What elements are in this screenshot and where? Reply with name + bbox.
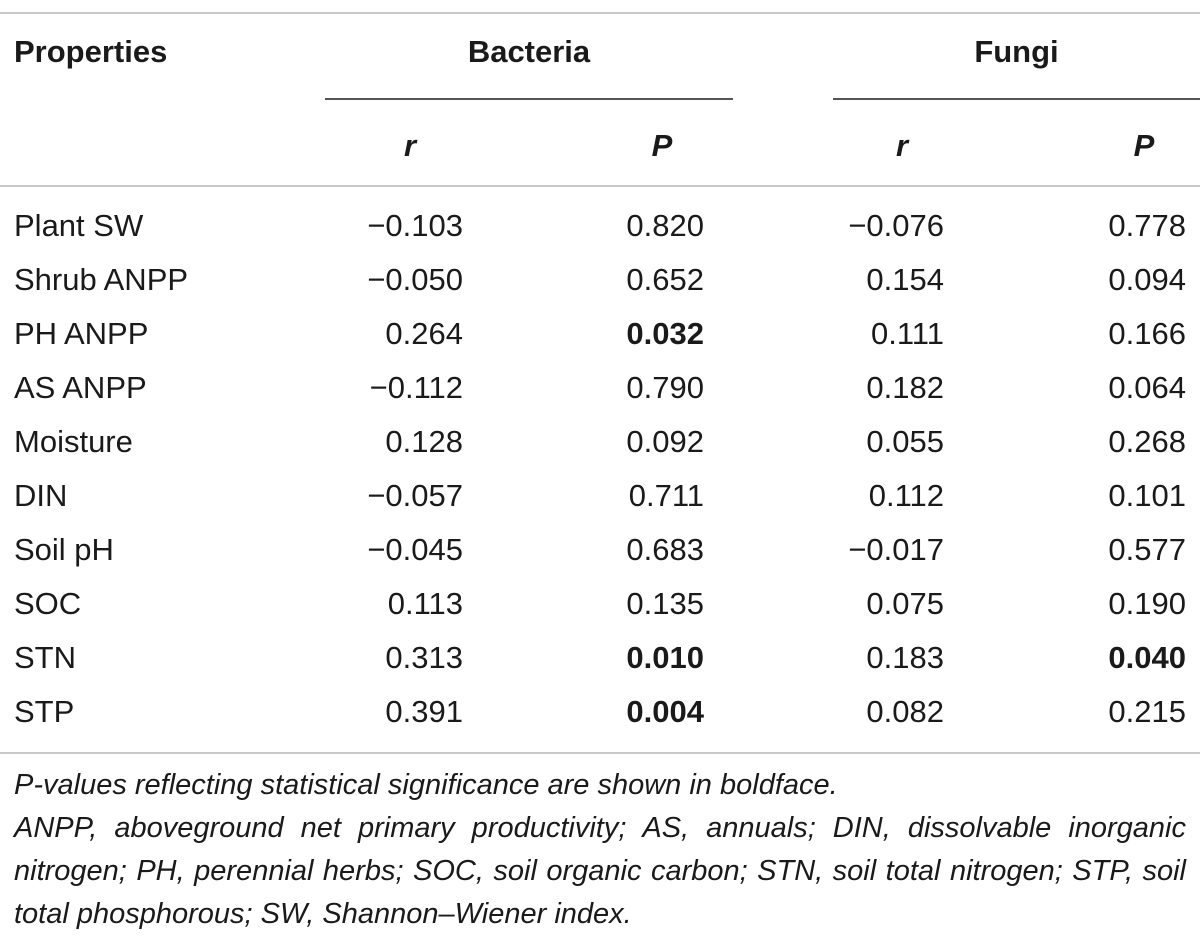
header-bacteria-r: r [403, 128, 417, 163]
cell-fungi-r: 0.183 [866, 640, 944, 675]
header-fungi-r: r [895, 128, 909, 163]
cell-fungi-p: 0.215 [1108, 694, 1186, 729]
cell-fungi-p: 0.101 [1108, 478, 1186, 513]
table-bottom-rule [0, 752, 1200, 754]
cell-fungi-p: 0.577 [1108, 532, 1186, 567]
cell-bacteria-p: 0.820 [626, 208, 704, 243]
cell-fungi-p: 0.268 [1108, 424, 1186, 459]
cell-bacteria-p: 0.711 [628, 478, 704, 513]
cell-bacteria-p: 0.652 [626, 262, 704, 297]
footnote-significance: P-values reflecting statistical signific… [14, 769, 838, 801]
cell-bacteria-r: −0.103 [367, 208, 463, 243]
cell-fungi-p: 0.064 [1108, 370, 1186, 405]
cell-bacteria-r: 0.313 [385, 640, 463, 675]
cell-bacteria-p: 0.790 [626, 370, 704, 405]
cell-bacteria-p: 0.683 [626, 532, 704, 567]
cell-bacteria-r: −0.057 [367, 478, 463, 513]
cell-property: Plant SW [14, 208, 144, 243]
cell-bacteria-p: 0.032 [626, 316, 704, 351]
header-bottom-rule [0, 185, 1200, 187]
cell-fungi-r: 0.075 [866, 586, 944, 621]
cell-bacteria-r: 0.113 [387, 586, 463, 621]
cell-bacteria-r: −0.112 [369, 370, 463, 405]
cell-bacteria-r: 0.264 [385, 316, 463, 351]
bacteria-group-rule [325, 98, 733, 100]
cell-bacteria-r: 0.128 [385, 424, 463, 459]
cell-fungi-r: 0.082 [866, 694, 944, 729]
cell-property: DIN [14, 478, 68, 513]
header-fungi: Fungi [974, 34, 1059, 69]
cell-fungi-p: 0.040 [1108, 640, 1186, 675]
footnote-abbreviations: ANPP, aboveground net primary productivi… [14, 812, 1186, 930]
cell-property: STP [14, 694, 75, 729]
cell-fungi-p: 0.166 [1108, 316, 1186, 351]
table-top-rule [0, 12, 1200, 14]
cell-property: STN [14, 640, 76, 675]
cell-fungi-r: 0.112 [868, 478, 944, 513]
cell-fungi-r: 0.182 [866, 370, 944, 405]
cell-fungi-r: 0.154 [866, 262, 944, 297]
cell-fungi-p: 0.190 [1108, 586, 1186, 621]
cell-fungi-r: 0.055 [866, 424, 944, 459]
fungi-group-rule [833, 98, 1200, 100]
cell-fungi-r: −0.017 [848, 532, 944, 567]
cell-bacteria-r: 0.391 [385, 694, 463, 729]
cell-property: Moisture [14, 424, 133, 459]
cell-fungi-r: −0.076 [848, 208, 944, 243]
cell-property: Soil pH [14, 532, 114, 567]
cell-fungi-p: 0.778 [1108, 208, 1186, 243]
cell-fungi-p: 0.094 [1108, 262, 1186, 297]
cell-bacteria-r: −0.050 [367, 262, 463, 297]
cell-bacteria-p: 0.092 [626, 424, 704, 459]
header-properties: Properties [14, 34, 168, 69]
header-bacteria: Bacteria [467, 34, 591, 69]
cell-fungi-r: 0.111 [871, 316, 944, 351]
header-fungi-p: P [1133, 128, 1155, 163]
cell-bacteria-p: 0.135 [626, 586, 704, 621]
cell-bacteria-r: −0.045 [367, 532, 463, 567]
cell-property: PH ANPP [14, 316, 149, 351]
cell-property: AS ANPP [14, 370, 147, 405]
cell-bacteria-p: 0.010 [626, 640, 704, 675]
cell-bacteria-p: 0.004 [626, 694, 704, 729]
cell-property: SOC [14, 586, 82, 621]
cell-property: Shrub ANPP [14, 262, 189, 297]
header-bacteria-p: P [651, 128, 673, 163]
